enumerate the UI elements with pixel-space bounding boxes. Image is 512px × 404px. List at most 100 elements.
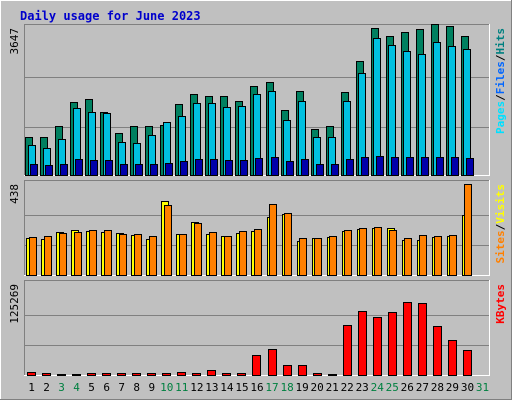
bar-sites-day-17	[269, 204, 277, 276]
bar-pages-day-9	[150, 164, 158, 176]
x-tick-label: 26	[401, 381, 414, 394]
bar-sites-day-3	[59, 233, 67, 276]
x-tick-label: 21	[326, 381, 339, 394]
bar-sites-day-4	[74, 232, 82, 276]
y-max-label: 125269	[8, 284, 21, 324]
bar-kbytes-day-24	[373, 317, 382, 376]
series-sites	[29, 184, 472, 276]
bar-pages-day-30	[466, 158, 474, 176]
x-tick-label: 22	[341, 381, 354, 394]
bar-sites-day-13	[209, 232, 217, 276]
bar-sites-day-2	[44, 236, 52, 276]
bar-files-day-24	[373, 38, 381, 176]
x-tick-label: 2	[43, 381, 50, 394]
bar-sites-day-14	[224, 236, 232, 276]
x-tick-label: 30	[461, 381, 474, 394]
bar-files-day-25	[388, 45, 396, 176]
x-tick-label: 14	[220, 381, 234, 394]
bar-pages-day-21	[331, 164, 339, 176]
x-tick-label: 5	[88, 381, 95, 394]
bar-pages-day-29	[451, 157, 459, 176]
bar-kbytes-day-6	[102, 373, 111, 376]
bar-kbytes-day-28	[433, 326, 442, 376]
legend-item: /	[494, 94, 507, 101]
y-max-label: 3647	[8, 28, 21, 55]
bar-pages-day-27	[421, 157, 429, 176]
bar-kbytes-day-27	[418, 303, 427, 376]
bar-pages-day-2	[45, 165, 53, 176]
bar-kbytes-day-4	[72, 374, 81, 376]
series-files	[28, 38, 471, 176]
bar-sites-day-30	[464, 184, 472, 276]
panel-visits-sites: 438 Sites/Visits	[8, 180, 507, 276]
bar-sites-day-19	[299, 238, 307, 276]
bar-kbytes-day-25	[388, 312, 397, 376]
bar-pages-day-24	[376, 156, 384, 176]
x-tick-label: 28	[431, 381, 444, 394]
legend: Pages/Files/Hits	[494, 28, 507, 134]
bar-kbytes-day-18	[283, 365, 292, 376]
bar-kbytes-day-9	[147, 373, 156, 376]
bar-sites-day-20	[314, 238, 322, 276]
bar-kbytes-day-19	[298, 365, 307, 376]
bar-pages-day-26	[406, 157, 414, 176]
bar-kbytes-day-13	[207, 370, 216, 376]
bar-kbytes-day-20	[313, 373, 322, 376]
bar-pages-day-22	[346, 159, 354, 176]
bar-kbytes-day-1	[27, 372, 36, 376]
chart-title: Daily usage for June 2023	[20, 9, 201, 23]
legend-item: Files	[494, 61, 507, 94]
bar-sites-day-9	[149, 236, 157, 276]
bar-pages-day-23	[361, 157, 369, 176]
x-tick-label: 17	[265, 381, 278, 394]
bar-sites-day-1	[29, 237, 37, 276]
bar-kbytes-day-3	[57, 374, 66, 376]
legend-item: Visits	[494, 184, 507, 224]
bar-pages-day-13	[210, 159, 218, 176]
x-tick-label: 12	[190, 381, 203, 394]
bar-pages-day-28	[436, 157, 444, 176]
bar-kbytes-day-21	[328, 374, 337, 376]
x-tick-label: 7	[118, 381, 125, 394]
x-tick-label: 20	[310, 381, 323, 394]
x-tick-label: 27	[416, 381, 429, 394]
bar-pages-day-6	[105, 160, 113, 176]
series-pages	[30, 156, 474, 176]
x-tick-label: 4	[73, 381, 80, 394]
legend: KBytes	[494, 284, 507, 324]
bar-pages-day-14	[225, 160, 233, 176]
panel-kbytes: 125269 KBytes	[8, 280, 507, 376]
bar-kbytes-day-10	[162, 373, 171, 376]
bar-pages-day-16	[255, 158, 263, 176]
bar-kbytes-day-17	[268, 349, 277, 376]
bar-kbytes-day-22	[343, 325, 352, 376]
bar-pages-day-17	[271, 157, 279, 176]
x-tick-label: 9	[148, 381, 155, 394]
x-tick-label: 31	[476, 381, 489, 394]
bar-pages-day-11	[180, 161, 188, 176]
bar-pages-day-5	[90, 160, 98, 176]
bar-sites-day-15	[239, 231, 247, 276]
bar-kbytes-day-7	[117, 373, 126, 376]
bar-sites-day-29	[449, 235, 457, 276]
bar-sites-day-12	[194, 223, 202, 276]
bar-pages-day-8	[135, 164, 143, 176]
bar-pages-day-19	[301, 159, 309, 176]
bar-kbytes-day-8	[132, 373, 141, 376]
bar-sites-day-18	[284, 213, 292, 276]
x-tick-label: 23	[356, 381, 369, 394]
bar-sites-day-25	[389, 230, 397, 276]
bar-kbytes-day-30	[463, 350, 472, 376]
legend-item: KBytes	[494, 284, 507, 324]
bar-sites-day-16	[254, 229, 262, 276]
bar-kbytes-day-16	[252, 355, 261, 376]
bar-pages-day-12	[195, 159, 203, 176]
x-tick-label: 11	[175, 381, 188, 394]
bar-kbytes-day-5	[87, 373, 96, 376]
legend: Sites/Visits	[494, 184, 507, 264]
bar-kbytes-day-12	[192, 373, 201, 376]
x-tick-label: 15	[235, 381, 248, 394]
y-max-label: 438	[8, 184, 21, 204]
